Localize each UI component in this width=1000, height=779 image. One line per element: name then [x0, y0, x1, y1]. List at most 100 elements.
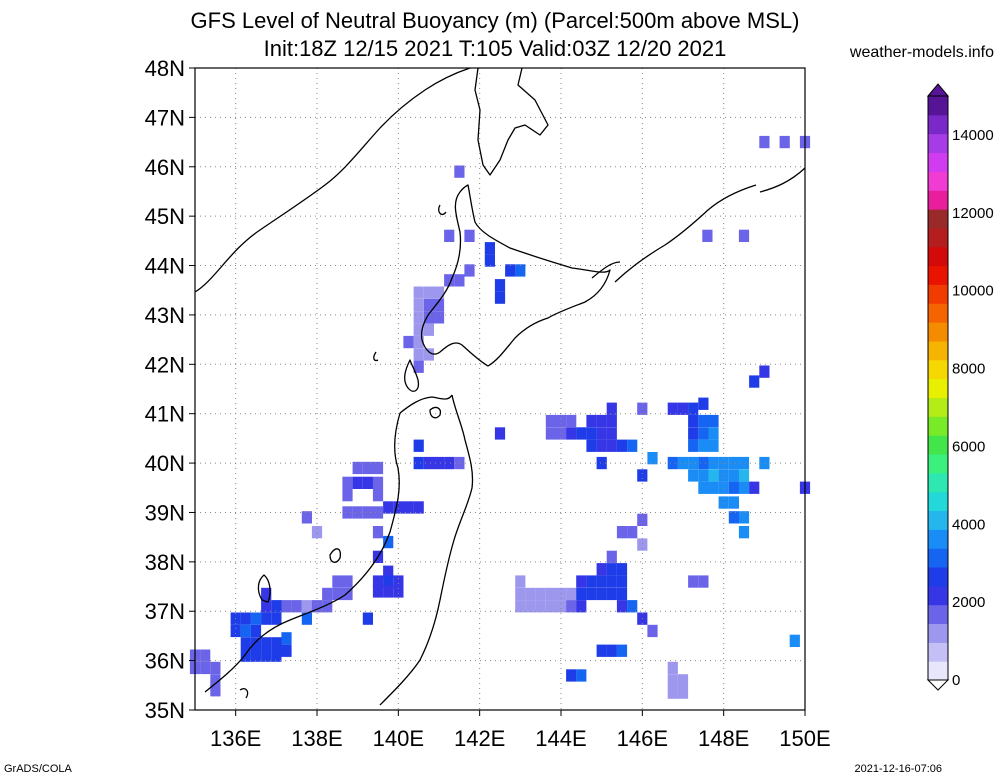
data-cell [494, 291, 506, 304]
data-cell [433, 298, 445, 312]
lat-tick-label: 36N [145, 649, 185, 674]
data-cell [759, 135, 770, 149]
lat-tick-label: 35N [145, 698, 185, 723]
data-cell [403, 335, 414, 349]
data-cell [210, 674, 221, 687]
data-cell [250, 649, 262, 662]
data-cell [413, 323, 424, 336]
data-cell [708, 456, 719, 470]
colorbar-swatch [928, 190, 948, 210]
colorbar-swatch [928, 529, 948, 549]
data-cell [606, 402, 617, 415]
data-cell [281, 600, 292, 613]
data-cell [637, 538, 648, 551]
data-cell [352, 506, 363, 519]
data-cell [688, 456, 699, 470]
data-cell [606, 439, 617, 452]
data-cell [698, 397, 709, 410]
colorbar-swatch [928, 171, 948, 191]
colorbar-swatch [928, 378, 948, 398]
data-cell [362, 612, 373, 625]
data-cell [494, 427, 506, 440]
data-cell [515, 587, 526, 601]
data-cell [322, 600, 333, 613]
data-cell [566, 414, 577, 428]
data-cell [342, 587, 353, 601]
data-cell [454, 274, 465, 287]
data-cell [240, 612, 251, 625]
data-cell [311, 526, 323, 539]
data-cell [545, 600, 556, 613]
data-cell [586, 587, 597, 601]
colorbar-swatch [928, 284, 948, 304]
colorbar-swatch [928, 472, 948, 493]
data-cell [637, 469, 648, 482]
chart-subtitle: Init:18Z 12/15 2021 T:105 Valid:03Z 12/2… [263, 36, 727, 61]
coastline-sakhalin [474, 67, 549, 176]
data-cell [606, 587, 617, 601]
data-cell [250, 624, 262, 638]
colorbar-swatch [928, 661, 948, 681]
data-cell [606, 550, 617, 563]
data-cell [545, 587, 556, 601]
data-cell [362, 476, 373, 489]
data-cell [393, 585, 404, 598]
data-cell [372, 461, 384, 475]
data-cell [667, 674, 678, 687]
data-cell [596, 456, 607, 470]
colorbar-swatch [928, 642, 948, 662]
coastline-mutsu [399, 394, 453, 419]
data-cell [576, 600, 587, 613]
data-cell [688, 439, 699, 452]
data-cell [250, 637, 262, 650]
data-cell [413, 286, 424, 299]
data-cell [667, 686, 678, 699]
lat-tick-label: 45N [145, 204, 185, 229]
chart-title: GFS Level of Neutral Buoyancy (m) (Parce… [190, 8, 800, 33]
data-cell [413, 456, 424, 470]
data-cell [311, 600, 323, 613]
data-cell [261, 637, 272, 650]
data-cell [210, 661, 221, 675]
data-cell [677, 456, 689, 470]
footer-timestamp: 2021-12-16-07:06 [854, 763, 942, 775]
data-cell [738, 469, 750, 482]
colorbar-max-cap [926, 83, 950, 97]
data-cell [718, 469, 729, 482]
gridlines [195, 68, 805, 710]
data-cell [444, 274, 455, 287]
lat-tick-label: 41N [145, 402, 185, 427]
data-cell [423, 286, 434, 299]
data-cell [738, 229, 750, 242]
data-cell [596, 414, 607, 428]
data-cell [240, 624, 251, 638]
data-cell [454, 165, 465, 178]
data-cell [413, 439, 424, 452]
lat-tick-label: 43N [145, 303, 185, 328]
data-cell [261, 587, 272, 601]
colorbar-swatch [928, 453, 948, 474]
lon-tick-label: 140E [373, 726, 424, 751]
colorbar-label: 2000 [952, 594, 985, 611]
data-cell [372, 476, 384, 489]
coastline-honshu-east [379, 394, 474, 706]
data-cell [271, 612, 282, 625]
data-cell [342, 489, 353, 502]
data-cell [586, 439, 597, 452]
data-cell [383, 501, 394, 514]
data-cell [464, 264, 475, 277]
data-cell [779, 135, 790, 149]
data-cell [718, 481, 729, 494]
data-cell [332, 575, 343, 588]
colorbar-swatch [928, 585, 948, 606]
data-cell [372, 585, 384, 598]
data-cell [271, 649, 282, 662]
colorbar-label: 14000 [952, 127, 994, 144]
data-cell [759, 365, 770, 378]
lon-tick-labels: 136E 138E 140E 142E 144E 146E 148E 150E [210, 710, 831, 751]
lat-tick-label: 42N [145, 352, 185, 377]
lat-tick-label: 44N [145, 254, 185, 279]
colorbar-swatch [928, 604, 948, 624]
colorbar-swatch [928, 510, 948, 530]
data-cell [688, 427, 699, 440]
